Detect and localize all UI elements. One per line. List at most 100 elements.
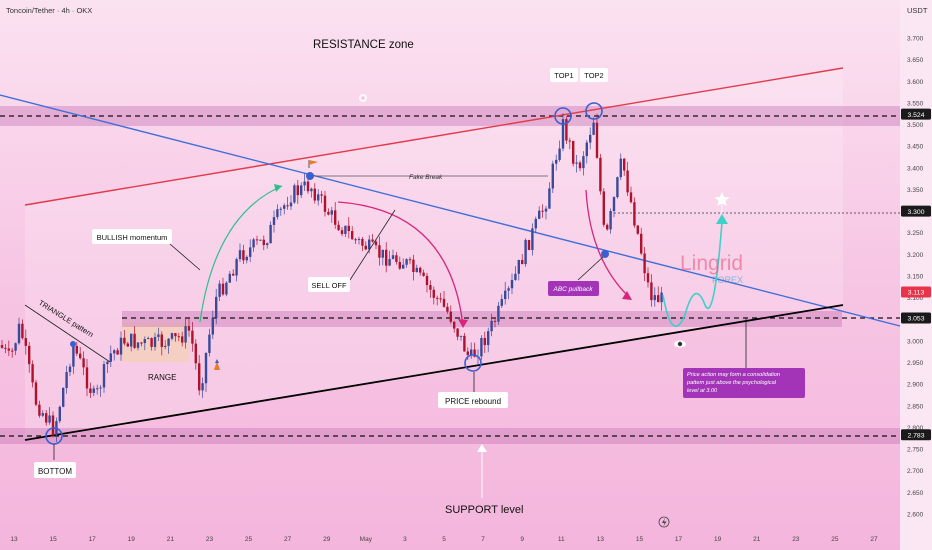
candle-body	[24, 338, 27, 346]
svg-text:pattern just above the psychol: pattern just above the psychological	[686, 380, 777, 386]
price-badge: 2.783	[901, 429, 931, 441]
candle-body	[361, 238, 364, 246]
candle-body	[232, 273, 235, 276]
candle-body	[436, 297, 439, 299]
candle-body	[119, 337, 123, 355]
x-tick-label: 13	[597, 536, 605, 543]
x-tick-label: 23	[792, 536, 800, 543]
candle-body	[425, 275, 429, 286]
candle-body	[385, 249, 388, 266]
candle-body	[578, 162, 582, 169]
candle-body	[113, 350, 116, 354]
candle-body	[585, 142, 588, 157]
candle-body	[174, 333, 177, 337]
candle-body	[514, 273, 517, 280]
sell-off-label: SELL OFF	[308, 277, 350, 292]
candle-body	[432, 289, 435, 298]
candle-body	[371, 239, 374, 242]
candle-body	[147, 338, 150, 340]
x-tick-label: 17	[675, 536, 683, 543]
candle-body	[629, 192, 633, 203]
candle-body	[38, 404, 41, 416]
svg-text:Lingrid: Lingrid	[680, 252, 743, 275]
candle-body	[68, 366, 72, 373]
candle-body	[633, 202, 636, 226]
candle-body	[582, 156, 585, 169]
candle-body	[337, 224, 340, 231]
y-tick-label: 3.400	[907, 165, 924, 172]
candle-body	[334, 210, 337, 225]
candle-body	[541, 210, 544, 212]
candle-body	[442, 298, 446, 307]
y-tick-label: 3.600	[907, 79, 924, 86]
x-tick-label: 9	[520, 536, 524, 543]
candle-body	[65, 372, 68, 388]
candle-body	[41, 413, 44, 416]
candle-body	[500, 299, 503, 306]
svg-text:level at 3.00: level at 3.00	[687, 388, 718, 394]
candle-body	[616, 177, 619, 198]
candle-body	[130, 333, 133, 347]
bullish-momentum-label: BULLISH momentum	[92, 229, 172, 244]
candle-body	[565, 119, 568, 141]
candle-body	[609, 211, 612, 230]
resistance-trendline	[24, 67, 844, 206]
candle-body	[51, 415, 55, 436]
candle-body	[184, 326, 187, 343]
projection-arrow-head	[716, 214, 728, 224]
svg-text:BULLISH momentum: BULLISH momentum	[97, 233, 168, 242]
x-tick-label: 13	[10, 536, 18, 543]
candle-body	[340, 230, 344, 234]
candle-body	[351, 231, 354, 240]
candle-body	[102, 364, 106, 388]
candle-body	[228, 273, 231, 283]
x-tick-label: 15	[636, 536, 644, 543]
candle-body	[317, 194, 320, 201]
candle-body	[507, 288, 510, 291]
candle-body	[575, 162, 578, 164]
x-tick-label: 21	[753, 536, 761, 543]
candle-body	[28, 345, 31, 365]
support-arrow-head	[477, 444, 487, 452]
candles	[0, 113, 663, 443]
y-tick-label: 3.350	[907, 187, 924, 194]
candle-body	[259, 239, 262, 241]
sun-icon	[359, 94, 367, 102]
price-axis: 3.700 3.650 3.600 3.550 3.500 3.450 3.400 3.350…	[907, 36, 924, 519]
candle-body	[133, 333, 136, 348]
candle-body	[595, 122, 599, 158]
candle-body	[408, 259, 412, 261]
candle-body	[198, 363, 201, 391]
candle-body	[446, 306, 449, 312]
candle-body	[347, 225, 350, 232]
y-tick-label: 3.500	[907, 122, 924, 129]
top2-label: TOP2	[580, 68, 608, 82]
y-tick-label: 2.600	[907, 512, 924, 519]
candle-body	[412, 259, 415, 272]
candle-body	[170, 333, 174, 339]
candle-body	[96, 388, 99, 390]
mid-zone-band	[122, 311, 842, 327]
resistance-zone-label: RESISTANCE zone	[313, 39, 414, 51]
candle-body	[245, 256, 248, 261]
candle-body	[85, 367, 89, 389]
x-tick-label: 15	[49, 536, 57, 543]
candle-body	[653, 295, 656, 301]
candle-body	[402, 264, 405, 269]
x-tick-label: May	[360, 536, 373, 543]
candle-body	[296, 185, 299, 196]
candle-body	[116, 350, 119, 355]
candle-body	[187, 326, 191, 331]
bullish-arrow	[199, 185, 283, 323]
candle-body	[660, 292, 663, 303]
candle-body	[521, 259, 524, 265]
support-level-label: SUPPORT level	[445, 504, 523, 516]
candle-body	[181, 336, 184, 343]
candle-body	[143, 339, 146, 344]
candle-body	[289, 202, 293, 207]
candle-body	[548, 188, 551, 209]
candle-body	[534, 218, 537, 229]
selloff-pointer	[349, 209, 396, 281]
candle-body	[153, 336, 157, 347]
